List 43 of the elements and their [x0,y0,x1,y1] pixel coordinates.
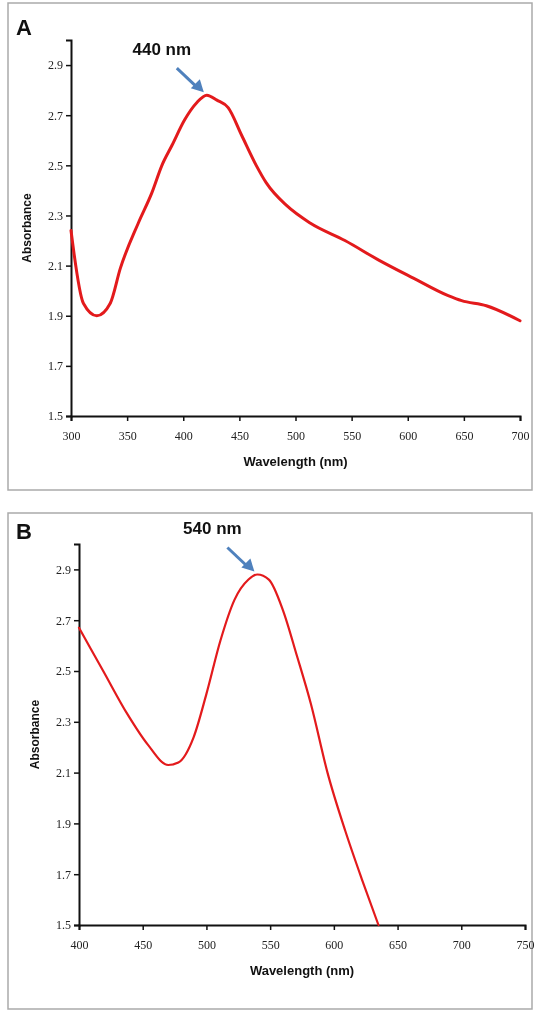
y-tick-label: 2.9 [48,58,63,73]
x-tick-label: 550 [343,428,362,443]
x-tick-label: 600 [325,937,344,952]
x-tick-label: 500 [287,428,305,443]
x-tick-label: 700 [511,428,530,443]
y-axis-title: Absorbance [28,699,42,770]
y-tick-label: 2.7 [56,613,71,628]
x-tick-label: 300 [62,428,81,443]
y-tick-label: 1.9 [48,309,63,324]
y-tick-label: 2.5 [56,664,71,679]
y-axis-title: Absorbance [20,193,34,263]
x-tick-label: 650 [455,428,474,443]
x-tick-label: 450 [230,428,249,443]
chart-title: A [16,15,32,40]
chart-title: B [16,519,32,544]
line-series [69,93,522,323]
y-tick-label: 1.5 [56,918,71,933]
x-axis-title: Wavelength (nm) [249,963,355,978]
x-tick-label: 750 [516,937,535,952]
annotation: 440 nm [132,40,192,60]
y-tick-label: 2.9 [56,562,71,577]
x-tick-label: 700 [452,937,471,952]
x-tick-label: 600 [399,428,418,443]
y-tick-label: 1.7 [48,359,63,374]
y-tick-label: 1.9 [56,816,71,831]
y-tick-label: 1.5 [48,409,63,424]
annotation: 540 nm [183,519,242,539]
x-tick-label: 500 [197,937,216,952]
y-tick-label: 2.1 [48,258,63,273]
x-tick-label: 400 [174,428,193,443]
x-tick-label: 400 [70,937,89,952]
x-tick-label: 650 [389,937,408,952]
y-tick-label: 2.3 [56,715,71,730]
x-tick-label: 350 [118,428,137,443]
y-tick-label: 2.1 [56,765,71,780]
y-tick-label: 1.7 [56,867,71,882]
x-tick-label: 450 [134,937,153,952]
y-tick-label: 2.5 [48,158,63,173]
line-series [77,573,380,927]
y-tick-label: 2.3 [48,208,63,223]
x-tick-label: 550 [261,937,280,952]
x-axis-title: Wavelength (nm) [243,454,348,469]
y-tick-label: 2.7 [48,108,63,123]
